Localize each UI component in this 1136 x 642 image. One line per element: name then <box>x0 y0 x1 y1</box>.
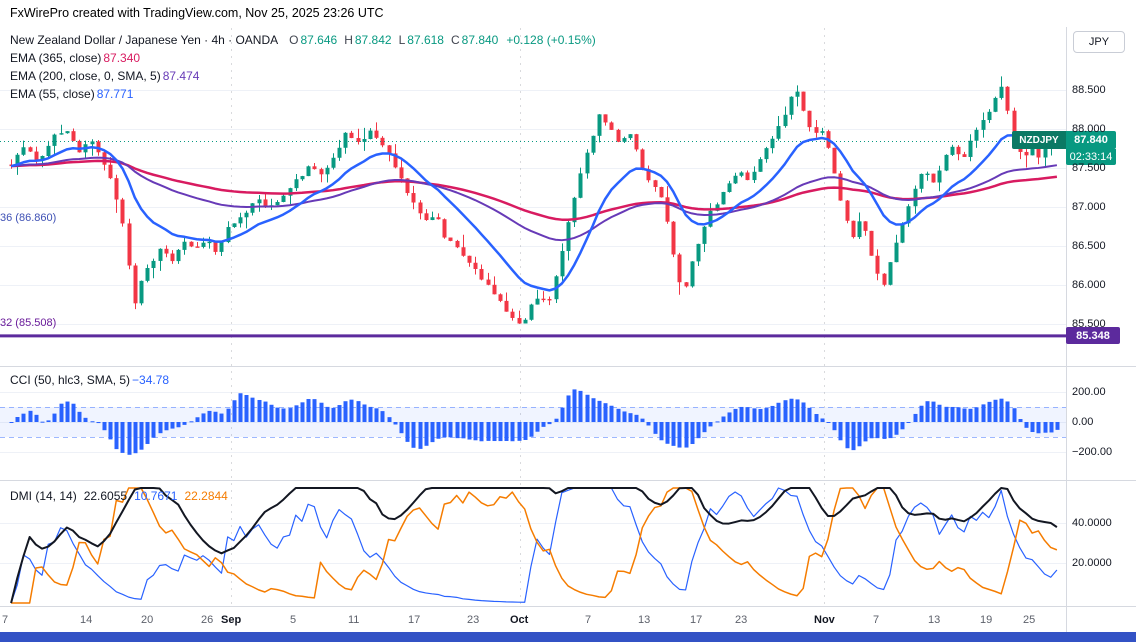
time-axis-label: 7 <box>873 614 880 626</box>
current-price-badge: NZDJPY 87.840 02:33:14 <box>1012 131 1116 165</box>
time-axis-label: 14 <box>80 614 93 626</box>
time-axis-label: 26 <box>201 614 214 626</box>
price-axis-tick: 87.000 <box>1072 201 1106 213</box>
dmi-label: DMI (14, 14) <box>10 489 77 503</box>
ema-365-value: 87.340 <box>103 51 141 65</box>
time-axis-label: Nov <box>814 614 835 626</box>
low-value: 87.618 <box>407 33 444 47</box>
close-value: 87.840 <box>461 33 499 47</box>
high-value: 87.842 <box>354 33 392 47</box>
time-axis-label: 23 <box>735 614 748 626</box>
dmi-legend[interactable]: DMI (14, 14) 22.6055 10.7671 22.2844 <box>10 487 228 505</box>
price-axis-tick: 86.000 <box>1072 279 1106 291</box>
watermark-banner: FxWirePro created with TradingView.com, … <box>10 6 384 20</box>
cci-value: −34.78 <box>132 373 170 387</box>
time-axis-label: 11 <box>348 614 360 626</box>
open-value: 87.646 <box>300 33 338 47</box>
price-axis-tick: 87.500 <box>1072 162 1106 174</box>
symbol-legend-row[interactable]: New Zealand Dollar / Japanese Yen · 4h ·… <box>10 31 596 49</box>
cci-legend[interactable]: CCI (50, hlc3, SMA, 5) −34.78 <box>10 371 169 389</box>
bar-countdown: 02:33:14 <box>1066 149 1116 165</box>
dmi-axis-tick: 20.0000 <box>1072 557 1112 569</box>
time-axis-label: 23 <box>467 614 480 626</box>
last-price-label: 87.840 <box>1066 131 1116 149</box>
ema-365-label: EMA (365, close) <box>10 51 102 65</box>
dmi-plus-di-value: 10.7671 <box>134 489 178 503</box>
price-axis-tick: 86.500 <box>1072 240 1106 252</box>
time-axis[interactable] <box>0 607 1066 632</box>
ema-200-legend-row[interactable]: EMA (200, close, 0, SMA, 5) 87.474 <box>10 67 596 85</box>
time-axis-label: 13 <box>638 614 651 626</box>
price-axis-tick: 88.500 <box>1072 84 1106 96</box>
clipped-line-label: 36 (86.860) <box>0 212 57 224</box>
dmi-adx-value: 22.6055 <box>83 489 128 503</box>
cci-axis-tick: −200.00 <box>1072 446 1113 458</box>
time-axis-label: 17 <box>690 614 703 626</box>
price-axis-tick: 85.500 <box>1072 318 1106 330</box>
high-label: H <box>344 33 353 47</box>
symbol-title: New Zealand Dollar / Japanese Yen · 4h ·… <box>10 33 279 47</box>
time-axis-label: 20 <box>141 614 154 626</box>
main-legend: New Zealand Dollar / Japanese Yen · 4h ·… <box>10 31 596 103</box>
time-axis-label: 5 <box>290 614 297 626</box>
ema-200-label: EMA (200, close, 0, SMA, 5) <box>10 69 161 83</box>
cci-axis-tick: 0.00 <box>1072 416 1094 428</box>
clipped-line-label: 32 (85.508) <box>0 317 57 329</box>
time-axis-label: 19 <box>980 614 993 626</box>
ema-55-legend-row[interactable]: EMA (55, close) 87.771 <box>10 85 596 103</box>
low-label: L <box>398 33 406 47</box>
price-axis-tick: 88.000 <box>1072 123 1106 135</box>
dmi-axis-tick: 40.0000 <box>1072 517 1112 529</box>
symbol-chip: NZDJPY <box>1012 131 1066 149</box>
ema-55-label: EMA (55, close) <box>10 87 95 101</box>
dmi-minus-di-value: 22.2844 <box>184 489 228 503</box>
cci-axis-tick: 200.00 <box>1072 386 1106 398</box>
cci-label: CCI (50, hlc3, SMA, 5) <box>10 373 131 387</box>
ema-365-legend-row[interactable]: EMA (365, close) 87.340 <box>10 49 596 67</box>
currency-unit-button[interactable]: JPY <box>1073 31 1125 53</box>
close-label: C <box>450 33 460 47</box>
time-axis-label: 13 <box>928 614 941 626</box>
time-axis-label: 7 <box>2 614 9 626</box>
time-axis-label: Oct <box>510 614 529 626</box>
time-axis-label: 25 <box>1023 614 1036 626</box>
open-label: O <box>289 33 299 47</box>
ema-200-value: 87.474 <box>162 69 200 83</box>
time-axis-label: Sep <box>221 614 242 626</box>
footer-strip <box>0 632 1136 642</box>
ema-55-value: 87.771 <box>96 87 134 101</box>
time-axis-label: 7 <box>585 614 592 626</box>
change-value: +0.128 (+0.15%) <box>506 33 596 47</box>
support-level-badge: 85.348 <box>1066 327 1120 344</box>
time-axis-label: 17 <box>408 614 421 626</box>
